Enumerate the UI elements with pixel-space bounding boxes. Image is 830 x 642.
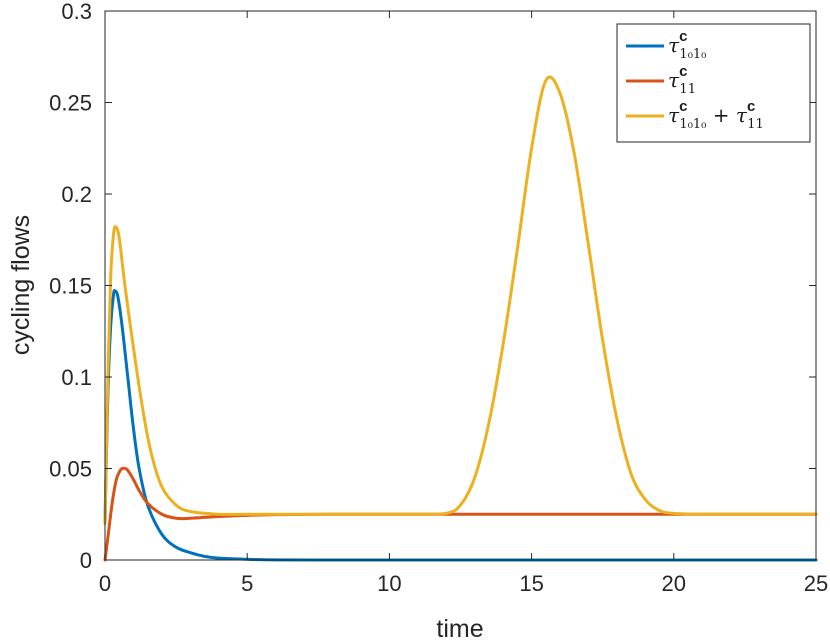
legend-entry-part: 1₀1₀ [679, 117, 706, 132]
legend-entry-part: c [679, 28, 687, 45]
series-line-3 [103, 75, 818, 525]
y-axis-label: cycling flows [7, 215, 35, 355]
y-tick-label: 0.3 [61, 0, 92, 24]
x-tick-label: 10 [377, 571, 401, 596]
legend-entry-part: c [679, 63, 687, 80]
y-tick-label: 0.2 [61, 182, 92, 207]
legend-entry-2: τc 11 [668, 63, 696, 97]
y-tick-label: 0 [80, 548, 92, 573]
y-tick-label: 0.15 [49, 274, 92, 299]
legend-entry-part: τ [668, 103, 680, 127]
legend-entry-part: 1₀1₀ [679, 47, 706, 62]
legend-entry-1: τc 1₀1₀ [668, 28, 706, 62]
legend-entry-part: 11 [679, 82, 696, 97]
x-axis-label: time [436, 615, 483, 642]
y-tick-label: 0.25 [49, 91, 92, 116]
legend-entry-part: τ [668, 33, 680, 57]
y-tick-label: 0.1 [61, 365, 92, 390]
legend-entry-part: 11 [747, 117, 764, 132]
legend-entry-part: c [679, 98, 687, 115]
y-tick-label: 0.05 [49, 457, 92, 482]
legend-box [616, 23, 811, 143]
legend-entry-part: τ [668, 68, 680, 92]
legend-entry-3: τc 1₀1₀ + τc 11 [668, 98, 764, 132]
x-tick-label: 15 [519, 571, 543, 596]
ticks-layer: 0 5 10 15 20 25 0 0.05 0.1 0.15 0.2 0.25 0.3 [49, 0, 828, 596]
legend-entry-part: c [747, 98, 755, 115]
x-tick-label: 5 [241, 571, 253, 596]
x-tick-label: 0 [99, 571, 111, 596]
legend-entry-part: + τ [706, 103, 747, 127]
x-tick-label: 25 [804, 571, 828, 596]
x-tick-label: 20 [662, 571, 686, 596]
